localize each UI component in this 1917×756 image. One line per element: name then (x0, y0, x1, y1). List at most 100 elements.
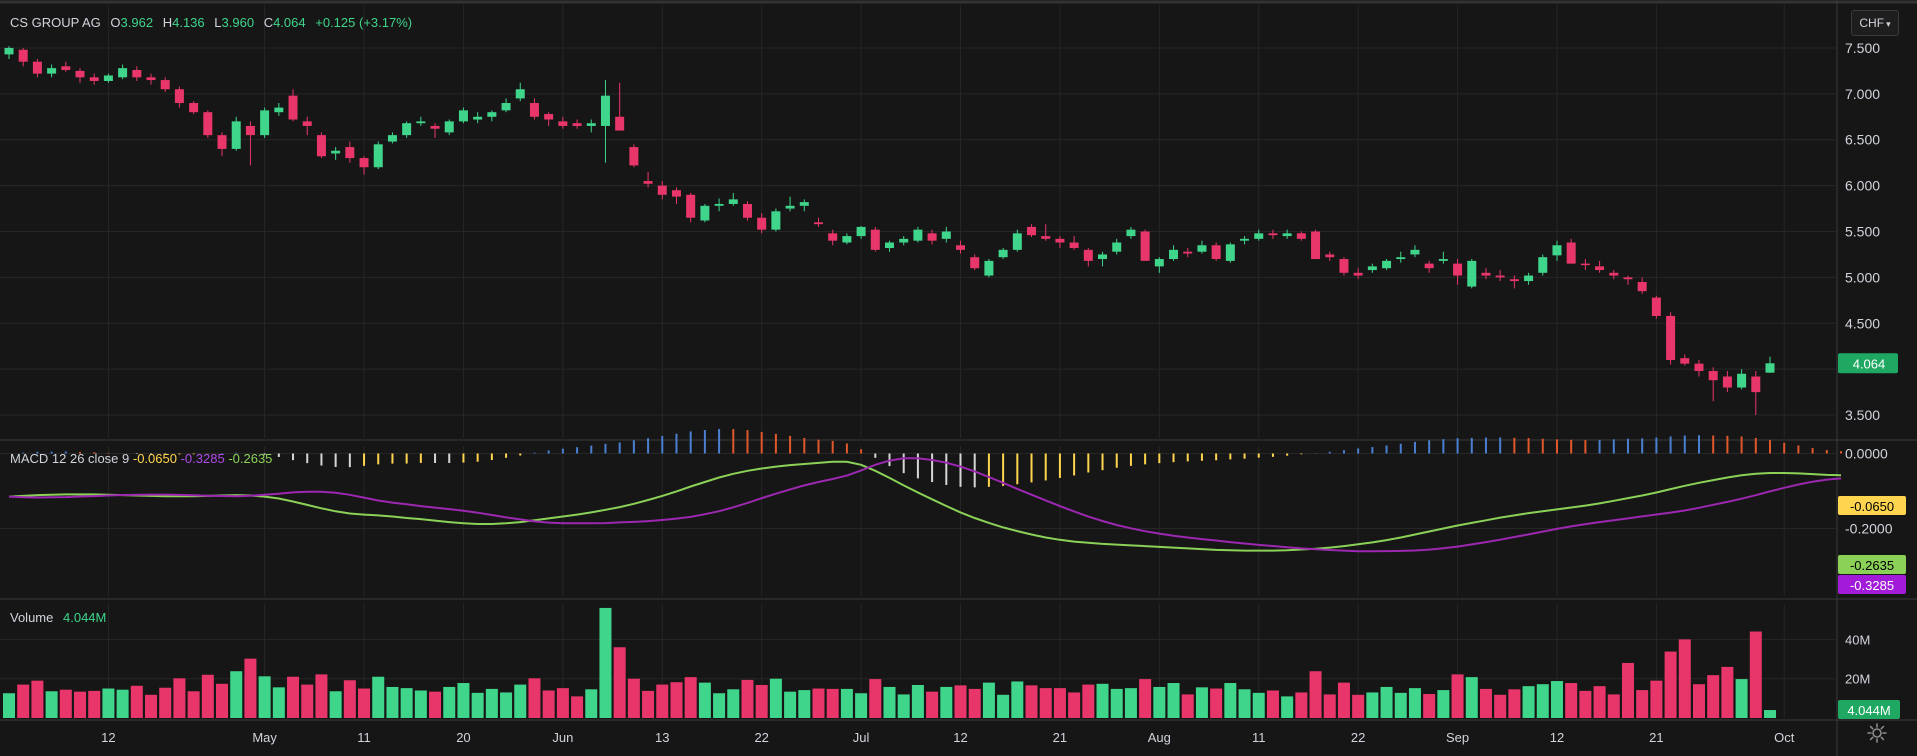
candle-body (1140, 231, 1150, 261)
candle-body (1651, 297, 1661, 316)
candle-body (430, 125, 440, 129)
candle-body (856, 226, 866, 237)
volume-bar (45, 691, 58, 718)
volume-axis-label: 20M (1845, 672, 1870, 687)
close-label: C (263, 15, 274, 30)
candle-body (245, 125, 255, 136)
candle-body (1339, 259, 1349, 273)
volume-bar (244, 658, 257, 718)
gear-icon[interactable] (1866, 722, 1888, 744)
candle-body (813, 222, 823, 225)
candle-body (18, 49, 28, 62)
candle-body (600, 95, 610, 126)
candle-body (728, 199, 738, 204)
time-axis-label: 21 (1649, 730, 1663, 745)
volume-bar (727, 689, 740, 718)
candle-body (89, 77, 99, 81)
volume-bar (840, 688, 853, 718)
volume-bar (1124, 688, 1137, 718)
time-axis-label: 21 (1053, 730, 1067, 745)
volume-bar (145, 694, 158, 718)
candle-body (458, 110, 468, 122)
volume-title: Volume (10, 610, 54, 625)
candle-body (61, 66, 71, 70)
candle-body (132, 69, 142, 78)
volume-bar (585, 689, 598, 718)
candle-body (828, 233, 838, 241)
candle-body (1225, 244, 1235, 261)
candle-body (842, 236, 852, 243)
candle-body (1126, 229, 1136, 237)
candle-body (174, 89, 184, 104)
candle-body (714, 203, 724, 206)
candle-body (1580, 263, 1590, 266)
candle-body (1467, 260, 1477, 287)
volume-bar (329, 691, 342, 718)
candle-body (1481, 272, 1491, 276)
candle-body (1012, 233, 1022, 250)
high-value: 4.136 (172, 15, 205, 30)
volume-bar (1082, 684, 1095, 718)
candle-body (742, 203, 752, 218)
candle-body (1453, 263, 1463, 276)
candle-body (302, 121, 312, 126)
volume-bar (216, 683, 229, 718)
volume-bar (17, 684, 30, 718)
volume-bar (315, 674, 328, 718)
candle-body (643, 181, 653, 184)
price-axis-label: 3.500 (1845, 407, 1880, 423)
volume-bar (1025, 685, 1038, 718)
volume-bar (883, 686, 896, 718)
volume-bar (1621, 662, 1634, 718)
candle-body (1098, 254, 1108, 260)
volume-bar (1266, 690, 1279, 718)
macd-axis-label: 0.0000 (1845, 446, 1888, 462)
volume-bar (784, 691, 797, 718)
candle-body (984, 260, 994, 276)
close-value: 4.064 (273, 15, 306, 30)
candle-body (998, 249, 1008, 258)
candle-body (1438, 259, 1448, 261)
volume-bar (571, 696, 584, 718)
volume-bar (1579, 690, 1592, 718)
candle-body (1424, 263, 1434, 269)
candle-body (373, 144, 383, 168)
macd-axis-label: -0.2000 (1845, 521, 1893, 537)
volume-bar (684, 677, 697, 718)
macd-last-value-label: -0.3285 (1850, 578, 1894, 593)
candle-body (1609, 272, 1619, 276)
time-axis-label: Sep (1446, 730, 1469, 745)
time-axis-label: 22 (754, 730, 768, 745)
volume-bar (1167, 683, 1180, 718)
candle-body (558, 121, 568, 126)
volume-bar (3, 693, 15, 718)
candle-body (274, 107, 284, 113)
volume-value: 4.044M (63, 610, 107, 625)
candle-body (899, 238, 909, 243)
volume-bar (769, 678, 782, 718)
volume-bar (500, 692, 513, 718)
candle-body (1325, 254, 1335, 258)
volume-bar (1380, 686, 1393, 718)
legend-header: CS GROUP AG O3.962 H4.136 L3.960 C4.064 … (10, 15, 418, 30)
candle-body (1623, 277, 1633, 280)
candle-body (1566, 242, 1576, 264)
volume-bar (911, 684, 924, 718)
volume-bar (1465, 677, 1478, 718)
candle-body (1708, 371, 1718, 381)
price-axis-label: 5.500 (1845, 224, 1880, 240)
volume-bar (812, 688, 825, 718)
candle-body (1311, 231, 1321, 260)
volume-bar (173, 678, 186, 718)
candle-body (146, 77, 156, 81)
volume-bar (1721, 666, 1734, 718)
volume-bar (457, 683, 470, 718)
candle-body (1240, 238, 1250, 241)
macd-last-value-marker (1838, 575, 1906, 594)
volume-bar (755, 684, 768, 718)
currency-selector[interactable]: CHF ▾ (1851, 10, 1899, 36)
candle-body (1211, 245, 1221, 260)
candle-body (260, 110, 270, 136)
